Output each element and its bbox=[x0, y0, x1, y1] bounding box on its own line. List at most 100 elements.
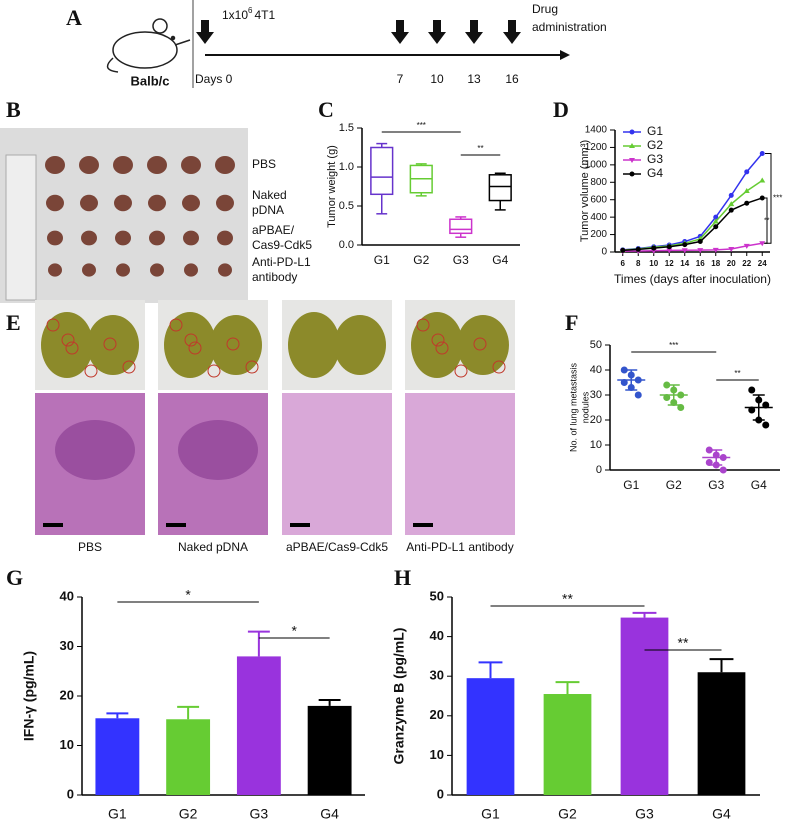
sig-label: *** bbox=[669, 341, 678, 350]
marker bbox=[759, 177, 766, 183]
y-tick-label: 1.5 bbox=[339, 122, 354, 134]
lung bbox=[334, 315, 386, 375]
tumor bbox=[216, 194, 234, 212]
tumor bbox=[181, 156, 201, 174]
sig-label: *** bbox=[773, 194, 782, 203]
tumor-photo bbox=[0, 128, 248, 303]
tumor bbox=[115, 230, 131, 246]
x-tick-label: G1 bbox=[623, 478, 639, 492]
sig-bracket bbox=[764, 197, 768, 244]
bar bbox=[466, 678, 515, 795]
marker bbox=[743, 188, 750, 193]
y-tick-label: 40 bbox=[590, 364, 602, 376]
mouse-icon bbox=[106, 18, 191, 73]
x-tick-label: G2 bbox=[666, 478, 682, 492]
y-tick-label: 1200 bbox=[585, 142, 608, 153]
marker bbox=[728, 246, 735, 252]
y-tick-label: 50 bbox=[430, 588, 444, 603]
tumor bbox=[215, 156, 235, 174]
nodule bbox=[473, 337, 487, 351]
series-line bbox=[622, 153, 763, 251]
panel-label: F bbox=[565, 310, 578, 335]
group-label: aPBAE/ bbox=[252, 223, 295, 237]
marker bbox=[651, 245, 657, 251]
nodule bbox=[84, 364, 98, 378]
y-tick-label: 0 bbox=[437, 786, 444, 801]
marker bbox=[697, 239, 703, 245]
y-tick-label: 1000 bbox=[585, 159, 608, 170]
marker bbox=[743, 243, 750, 249]
caption: PBS bbox=[78, 540, 102, 554]
day-label: 7 bbox=[397, 72, 404, 86]
nodule bbox=[226, 337, 240, 351]
legend-marker bbox=[629, 158, 635, 163]
y-tick-label: 0 bbox=[601, 247, 607, 258]
y-tick-label: 1400 bbox=[585, 125, 608, 136]
lung bbox=[87, 315, 139, 375]
dot bbox=[620, 366, 628, 374]
y-tick-label: 30 bbox=[60, 638, 74, 653]
sig-label: ** bbox=[678, 635, 689, 651]
nodule bbox=[435, 341, 449, 355]
y-axis-label: nodules bbox=[580, 391, 590, 423]
y-axis-label: Tumor weight (g) bbox=[326, 145, 338, 228]
marker bbox=[728, 207, 734, 213]
x-tick-label: 6 bbox=[621, 259, 626, 268]
box bbox=[488, 174, 512, 202]
marker bbox=[635, 246, 641, 252]
dot bbox=[719, 466, 727, 474]
panel-label: B bbox=[6, 97, 21, 122]
tumor bbox=[80, 194, 98, 212]
nodule bbox=[416, 318, 430, 332]
drug-label: administration bbox=[532, 20, 607, 34]
y-axis-label: Granzyme B (pg/mL) bbox=[391, 628, 407, 765]
arrow bbox=[391, 20, 409, 44]
tumor bbox=[48, 263, 62, 277]
tumor bbox=[81, 230, 97, 246]
panel-label: A bbox=[66, 5, 82, 30]
y-tick-label: 400 bbox=[590, 212, 607, 223]
x-axis-label: Times (days after inoculation) bbox=[614, 272, 771, 286]
legend-marker bbox=[629, 143, 635, 148]
x-tick-label: G3 bbox=[708, 478, 724, 492]
nodule bbox=[431, 333, 445, 347]
group-label: pDNA bbox=[252, 203, 284, 217]
nodule bbox=[188, 341, 202, 355]
box bbox=[370, 146, 394, 196]
group-label: Anti-PD-L1 bbox=[252, 255, 311, 269]
arrow bbox=[196, 20, 214, 44]
dot bbox=[748, 386, 756, 394]
x-tick-label: G3 bbox=[635, 806, 654, 822]
legend-label: G2 bbox=[647, 138, 663, 152]
x-tick-label: G1 bbox=[374, 253, 390, 267]
dot bbox=[663, 381, 671, 389]
panel-label: H bbox=[394, 565, 411, 590]
nodule bbox=[454, 364, 468, 378]
marker bbox=[681, 248, 688, 254]
y-tick-label: 800 bbox=[590, 177, 607, 188]
y-tick-label: 20 bbox=[430, 707, 444, 722]
ruler bbox=[5, 154, 37, 301]
caption: aPBAE/Cas9-Cdk5 bbox=[286, 540, 388, 554]
marker bbox=[713, 214, 719, 220]
tumor bbox=[149, 230, 165, 246]
y-axis-label: No. of lung metastasis bbox=[568, 362, 578, 452]
y-tick-label: 30 bbox=[430, 668, 444, 683]
nodule bbox=[122, 360, 136, 374]
marker bbox=[759, 151, 765, 157]
x-tick-label: G3 bbox=[453, 253, 469, 267]
sig-label: ** bbox=[562, 591, 573, 607]
bar bbox=[307, 705, 352, 795]
x-tick-label: G4 bbox=[492, 253, 508, 267]
arrow bbox=[428, 20, 446, 44]
x-tick-label: 18 bbox=[711, 259, 720, 268]
nodule bbox=[492, 360, 506, 374]
sig-label: *** bbox=[417, 121, 426, 130]
bar bbox=[620, 617, 669, 795]
tumor bbox=[116, 263, 130, 277]
marker bbox=[666, 248, 673, 254]
nodule bbox=[245, 360, 259, 374]
x-tick-label: G2 bbox=[179, 806, 198, 822]
marker bbox=[759, 241, 766, 247]
